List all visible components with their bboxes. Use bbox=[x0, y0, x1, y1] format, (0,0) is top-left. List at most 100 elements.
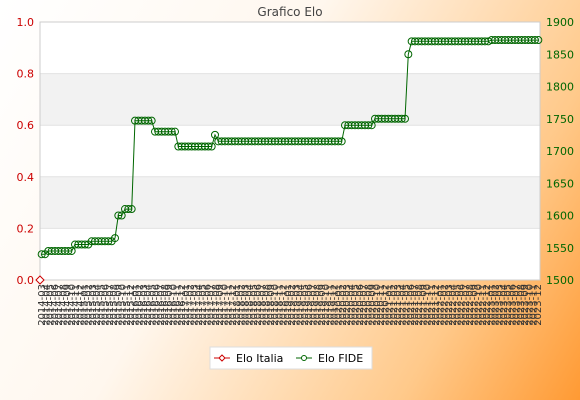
x-tick-label: 2021-07 bbox=[410, 284, 421, 326]
x-tick-label: 2019-12 bbox=[329, 284, 340, 326]
x-tick-label: 2018-01 bbox=[232, 284, 243, 326]
x-tick-label: 2021-08 bbox=[414, 284, 425, 326]
x-tick-label: 2019-09 bbox=[317, 284, 328, 326]
y-right-tick-label: 1900 bbox=[546, 16, 574, 29]
x-tick-label: 2015-09 bbox=[113, 284, 124, 326]
series-elo-italia bbox=[35, 275, 45, 285]
x-tick-label: 2017-03 bbox=[190, 284, 201, 326]
x-tick-label: 2023-01 bbox=[486, 284, 497, 326]
plot-band bbox=[40, 73, 540, 126]
x-tick-label: 2016-12 bbox=[177, 284, 188, 326]
x-tick-label: 2019-11 bbox=[325, 284, 336, 326]
y-left-tick-label: 0.2 bbox=[17, 222, 35, 235]
x-tick-label: 2017-11 bbox=[224, 284, 235, 326]
x-tick-label: 2014-06 bbox=[50, 284, 61, 326]
x-tick-label: 2020-01 bbox=[334, 284, 345, 326]
data-point-elo-fide bbox=[117, 211, 126, 220]
x-tick-label: 2017-08 bbox=[211, 284, 222, 326]
x-tick-label: 2015-10 bbox=[118, 284, 129, 326]
x-tick-label: 2015-02 bbox=[84, 284, 95, 326]
x-tick-label: 2016-05 bbox=[147, 284, 158, 326]
y-left-tick-label: 0.4 bbox=[17, 171, 35, 184]
x-tick-label: 2014-09 bbox=[63, 284, 74, 326]
x-tick-label: 2018-07 bbox=[257, 284, 268, 326]
x-tick-label: 2022-08 bbox=[465, 284, 476, 326]
data-point-elo-fide bbox=[144, 116, 153, 125]
x-tick-label: 2022-06 bbox=[457, 284, 468, 326]
data-point-elo-fide bbox=[124, 205, 133, 214]
data-point-elo-fide bbox=[67, 246, 76, 255]
x-axis: 2014-032014-042014-052014-062014-072014-… bbox=[37, 284, 544, 326]
x-tick-label: 2015-03 bbox=[88, 284, 99, 326]
data-point-elo-fide bbox=[167, 127, 176, 136]
x-tick-label: 2018-02 bbox=[236, 284, 247, 326]
x-tick-label: 2017-01 bbox=[181, 284, 192, 326]
x-tick-label: 2021-04 bbox=[397, 284, 408, 326]
data-point-elo-fide bbox=[127, 205, 136, 214]
x-tick-label: 2022-07 bbox=[461, 284, 472, 326]
series-elo-fide bbox=[37, 36, 543, 259]
x-tick-label: 2015-01 bbox=[79, 284, 90, 326]
x-tick-label: 2019-01 bbox=[283, 284, 294, 326]
data-point-elo-fide bbox=[401, 114, 409, 123]
x-tick-label: 2020-09 bbox=[368, 284, 379, 326]
x-tick-label: 2015-04 bbox=[92, 284, 103, 326]
x-tick-label: 2018-12 bbox=[279, 284, 290, 326]
x-tick-label: 2014-03 bbox=[37, 284, 48, 326]
data-point-elo-fide bbox=[111, 234, 119, 243]
y-axis-right: 1500 1550 1600 1650 1700 1750 1800 1850 1900 bbox=[546, 16, 574, 287]
x-tick-label: 2020-12 bbox=[380, 284, 391, 326]
data-point-elo-fide bbox=[104, 237, 113, 246]
x-tick-label: 2014-07 bbox=[54, 284, 65, 326]
x-tick-label: 2019-04 bbox=[296, 284, 307, 326]
x-tick-label: 2014-11 bbox=[71, 284, 82, 326]
x-tick-label: 2018-09 bbox=[266, 284, 277, 326]
x-tick-label: 2016-02 bbox=[135, 284, 146, 326]
data-point-elo-fide bbox=[37, 250, 46, 259]
legend-marker-elo-fide bbox=[301, 355, 307, 361]
x-tick-label: 2022-04 bbox=[448, 284, 459, 326]
x-tick-label: 2019-07 bbox=[308, 284, 319, 326]
x-tick-label: 2020-04 bbox=[346, 284, 357, 326]
x-tick-label: 2015-05 bbox=[96, 284, 107, 326]
x-tick-label: 2018-11 bbox=[274, 284, 285, 326]
x-tick-label: 2019-08 bbox=[313, 284, 324, 326]
y-right-tick-label: 1750 bbox=[546, 113, 574, 126]
legend-label-elo-italia: Elo Italia bbox=[236, 352, 283, 365]
x-tick-label: 2018-03 bbox=[241, 284, 252, 326]
x-tick-label: 2018-06 bbox=[253, 284, 264, 326]
x-tick-label: 2021-01 bbox=[385, 284, 396, 326]
x-tick-label: 2016-10 bbox=[168, 284, 179, 326]
x-tick-label: 2015-08 bbox=[109, 284, 120, 326]
y-right-tick-label: 1500 bbox=[546, 274, 574, 287]
x-tick-label: 2020-06 bbox=[355, 284, 366, 326]
legend: Elo Italia Elo FIDE bbox=[209, 346, 373, 370]
y-left-tick-label: 0.8 bbox=[17, 68, 35, 81]
x-tick-label: 2014-08 bbox=[58, 284, 69, 326]
x-tick-label: 2016-04 bbox=[143, 284, 154, 326]
data-point-elo-fide bbox=[114, 211, 123, 220]
x-tick-label: 2023-08 bbox=[516, 284, 527, 326]
y-left-tick-label: 1.0 bbox=[17, 16, 35, 29]
chart-title: Grafico Elo bbox=[257, 5, 322, 19]
data-point-elo-fide bbox=[534, 36, 543, 45]
x-tick-label: 2017-06 bbox=[202, 284, 213, 326]
x-tick-label: 2020-10 bbox=[372, 284, 383, 326]
x-tick-label: 2021-02 bbox=[389, 284, 400, 326]
x-tick-label: 2021-06 bbox=[406, 284, 417, 326]
x-tick-label: 2022-09 bbox=[469, 284, 480, 326]
x-tick-label: 2016-01 bbox=[130, 284, 141, 326]
x-tick-label: 2014-04 bbox=[41, 284, 52, 326]
x-tick-label: 2019-05 bbox=[300, 284, 311, 326]
x-tick-label: 2022-11 bbox=[478, 284, 489, 326]
x-tick-label: 2022-05 bbox=[452, 284, 463, 326]
x-tick-label: 2023-10 bbox=[524, 284, 535, 326]
x-tick-label: 2017-09 bbox=[215, 284, 226, 326]
x-tick-label: 2019-10 bbox=[321, 284, 332, 326]
x-tick-label: 2020-07 bbox=[359, 284, 370, 326]
data-point-elo-fide bbox=[147, 116, 156, 125]
legend-marker-elo-italia bbox=[218, 354, 226, 362]
data-point-elo-fide bbox=[367, 121, 376, 130]
x-tick-label: 2017-05 bbox=[198, 284, 209, 326]
